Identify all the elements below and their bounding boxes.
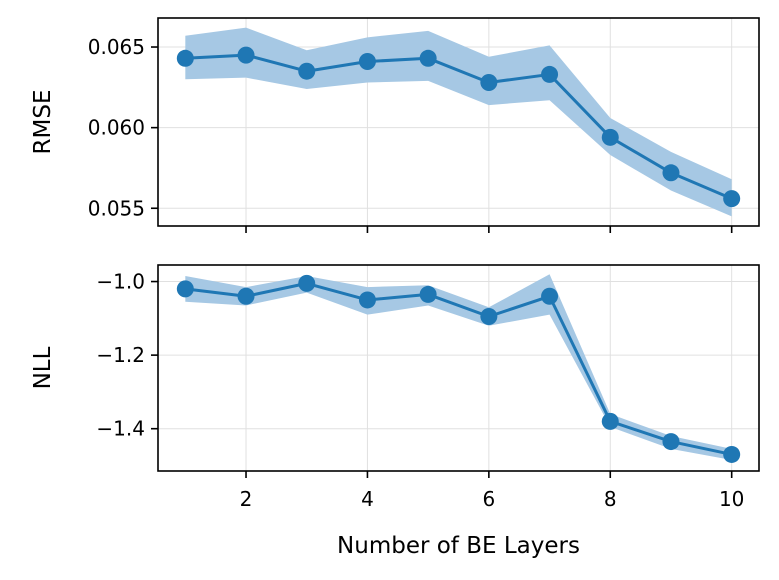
nll-data-point [662,433,680,451]
nll-data-point [358,291,376,309]
rmse-data-point [723,190,741,208]
rmse-data-point [237,46,255,64]
rmse-data-point [480,73,498,91]
rmse-data-point [176,49,194,67]
rmse-panel: 0.055 0.060 0.065 RMSE [30,17,760,233]
rmse-x-ticks [245,226,733,233]
rmse-y-tick-label: 0.060 [88,116,145,140]
rmse-axes-frame [157,17,760,227]
rmse-data-point [662,164,680,182]
nll-y-tick-label: −1.0 [96,270,145,294]
rmse-data-point [358,53,376,71]
nll-panel: −1.0 −1.2 −1.4 2 4 6 8 10 NLL Number of BE Lay… [30,264,760,559]
nll-points [176,274,741,463]
rmse-data-point [419,49,437,67]
nll-x-tick-label: 6 [482,487,495,511]
nll-data-point [723,445,741,463]
rmse-data-point [541,65,559,83]
rmse-points [176,46,741,208]
nll-data-point [419,285,437,303]
nll-data-point [176,280,194,298]
nll-y-tick-label: −1.4 [96,417,145,441]
nll-data-point [298,274,316,292]
rmse-data-point [298,62,316,80]
rmse-data-point [601,128,619,146]
rmse-y-tick-label: 0.055 [88,196,145,220]
rmse-y-ticks: 0.055 0.060 0.065 [88,35,158,220]
nll-line [185,281,732,456]
nll-y-axis-label: NLL [30,346,56,389]
rmse-line [185,53,733,200]
nll-x-tick-label: 4 [361,487,374,511]
rmse-confidence-band [185,27,732,217]
nll-data-point [237,287,255,305]
nll-y-tick-label: −1.2 [96,343,145,367]
nll-x-tick-label: 8 [604,487,617,511]
nll-x-ticks: 2 4 6 8 10 [240,471,744,511]
nll-y-ticks: −1.0 −1.2 −1.4 [96,270,158,441]
nll-x-tick-label: 10 [719,487,744,511]
nll-axes-frame [157,264,760,472]
rmse-y-axis-label: RMSE [30,90,56,155]
nll-data-point [541,287,559,305]
rmse-y-tick-label: 0.065 [88,35,145,59]
nll-data-point [601,412,619,430]
x-axis-label: Number of BE Layers [337,533,580,559]
nll-data-point [480,308,498,325]
nll-x-tick-label: 2 [240,487,253,511]
